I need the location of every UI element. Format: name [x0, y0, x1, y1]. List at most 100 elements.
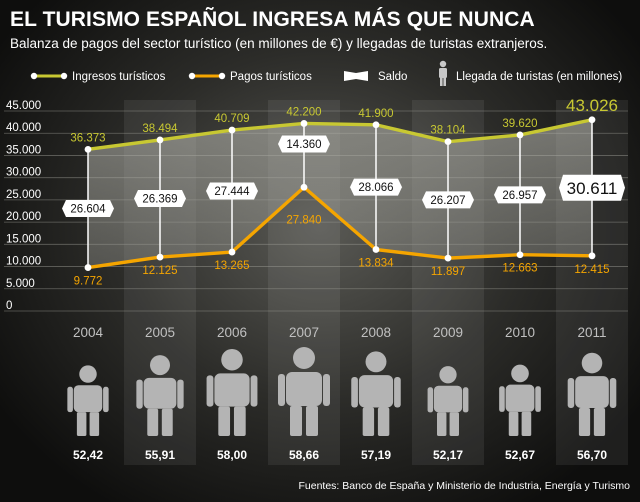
person-leg-left [147, 408, 159, 436]
person-arm-right [250, 375, 258, 407]
ingresos-point-2007 [300, 120, 308, 127]
legend-ingresos-label: Ingresos turísticos [72, 71, 166, 83]
saldo-label-text: 14.360 [286, 139, 321, 151]
person-arm-right [177, 379, 184, 409]
y-tick-label: 10.000 [6, 256, 41, 268]
saldo-label-2009: 26.207 [422, 191, 474, 209]
saldo-label-box [134, 190, 186, 208]
person-arm-right [609, 378, 617, 408]
ingresos-label-2008: 41.900 [358, 108, 393, 120]
arrivals-label-2007: 58,66 [289, 448, 319, 462]
year-label-2008: 2008 [361, 325, 391, 340]
person-torso [143, 377, 177, 409]
legend-pagos-dot-left [188, 72, 196, 80]
saldo-label-box [422, 191, 474, 209]
person-torso [73, 385, 103, 413]
person-torso [286, 372, 322, 406]
person-leg-right [449, 412, 459, 436]
person-head [221, 348, 243, 371]
ingresos-label-2004: 36.373 [70, 132, 105, 144]
legend-ingresos-dot-left [30, 72, 38, 80]
person-head [149, 355, 171, 376]
person-icon-2007 [278, 347, 330, 436]
person-arm-left [278, 374, 285, 406]
arrivals-label-2005: 55,91 [145, 448, 175, 462]
data-labels: 36.373 9.772 26.604 38.494 12.125 26.369 40.70… [62, 96, 625, 288]
person-arm-right [394, 377, 401, 408]
arrivals-label-2009: 52,17 [433, 448, 463, 462]
saldo-label-box [559, 174, 625, 201]
page-subtitle: Balanza de pagos del sector turístico (e… [10, 36, 548, 51]
legend: Ingresos turísticos Pagos turísticos Sal… [30, 60, 622, 86]
year-label-2010: 2010 [505, 325, 535, 340]
person-head [581, 352, 603, 374]
saldo-label-box [62, 199, 114, 217]
ingresos-line [87, 118, 593, 152]
person-arm-left [136, 379, 143, 409]
person-leg-left [218, 406, 231, 436]
arrivals-label-2011: 56,70 [577, 448, 607, 462]
y-tick-label: 25.000 [6, 189, 41, 201]
y-tick-label: 40.000 [6, 122, 41, 134]
person-leg-right [377, 407, 390, 436]
y-tick-label: 5.000 [6, 278, 35, 290]
saldo-label-text: 27.444 [214, 186, 250, 198]
ingresos-point-2010 [516, 131, 524, 139]
saldo-label-text: 26.369 [142, 194, 177, 206]
person-leg-left [76, 412, 87, 436]
legend-pagos-dot-right [218, 72, 226, 80]
y-tick-label: 35.000 [6, 144, 41, 156]
person-leg-right [233, 406, 246, 436]
person-arm-right [323, 374, 330, 406]
ingresos-label-2005: 38.494 [142, 123, 178, 135]
y-tick-label: 45.000 [6, 100, 41, 112]
person-leg-left [290, 406, 302, 436]
ingresos-point-2004 [84, 145, 92, 153]
person-arm-left [567, 378, 575, 408]
saldo-label-text: 28.066 [358, 182, 393, 194]
pagos-point-2011 [588, 252, 596, 260]
person-arm-right [535, 386, 541, 412]
year-label-2009: 2009 [433, 325, 463, 340]
series-lines [84, 116, 596, 271]
y-tick-label: 15.000 [6, 233, 41, 245]
y-tick-label: 20.000 [6, 211, 41, 223]
saldo-label-text: 26.957 [502, 190, 537, 202]
person-leg-right [521, 411, 532, 436]
arrivals-label-2004: 52,42 [73, 448, 103, 462]
legend-saldo-icon [344, 71, 356, 81]
person-torso [358, 375, 394, 408]
person-leg-right [306, 406, 318, 436]
person-arm-left [67, 386, 73, 413]
person-head [79, 365, 97, 383]
person-head [511, 364, 529, 383]
person-arm-right [462, 387, 469, 413]
ingresos-point-2006 [228, 126, 236, 134]
person-icon-2004 [67, 365, 109, 436]
person-leg-left [508, 411, 519, 436]
y-tick-label: 30.000 [6, 167, 41, 179]
saldo-label-box [494, 186, 546, 204]
pagos-label-2011: 12.415 [574, 264, 609, 276]
pagos-label-2008: 13.834 [358, 258, 394, 270]
person-leg-right [593, 407, 606, 436]
legend-llegadas-label: Llegada de turistas (en millones) [456, 71, 622, 83]
saldo-label-2011: 30.611 [559, 174, 625, 201]
legend-saldo-icon-right [356, 71, 368, 81]
person-torso [575, 376, 609, 408]
saldo-label-box [206, 182, 258, 200]
saldo-label-text: 26.207 [430, 195, 465, 207]
pagos-point-2006 [228, 248, 236, 256]
ingresos-label-2011: 43.026 [566, 96, 618, 115]
pagos-line [87, 185, 593, 270]
person-head [365, 351, 387, 373]
person-leg-left [578, 407, 591, 436]
legend-pagos-label: Pagos turísticos [230, 71, 312, 83]
person-arm-left [206, 375, 214, 407]
pagos-point-2010 [516, 251, 524, 259]
pagos-label-2007: 27.840 [286, 214, 321, 226]
saldo-label-box [278, 135, 330, 153]
arrivals-label-2006: 58,00 [217, 448, 247, 462]
